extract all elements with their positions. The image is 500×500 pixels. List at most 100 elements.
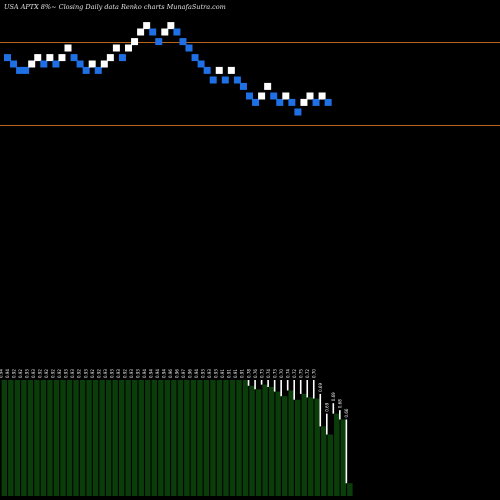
renko-brick-down (270, 92, 278, 100)
renko-brick-down (52, 60, 60, 68)
volume-label: 0.72 (305, 369, 310, 378)
volume-bar (118, 380, 125, 496)
volume-label: 0.91 (227, 369, 232, 378)
volume-label: 0.70 (311, 369, 316, 378)
volume-mark (267, 380, 269, 387)
renko-brick-down (76, 60, 84, 68)
volume-bar (164, 380, 171, 496)
renko-brick-up (88, 60, 96, 68)
volume-bar (229, 380, 236, 496)
volume-bar (288, 390, 294, 496)
volume-label: 0.92 (44, 369, 49, 378)
volume-bar (145, 380, 151, 496)
chart-title: USA APTX 8%~ Closing Daily data Renko ch… (4, 3, 226, 11)
renko-brick-down (82, 66, 90, 74)
volume-label: 0.94 (155, 369, 160, 378)
volume-bar (255, 389, 262, 496)
volume-bar (321, 426, 327, 496)
renko-brick-down (191, 54, 199, 62)
volume-label: 0.93 (31, 369, 36, 378)
reference-lines (0, 42, 500, 126)
volume-bar (184, 380, 190, 496)
volume-label: 0.92 (90, 369, 95, 378)
volume-bar (60, 380, 66, 496)
volume-mark (306, 380, 309, 398)
volume-bar (190, 380, 197, 496)
volume-label: 0.69 (318, 383, 323, 392)
volume-label: 0.94 (194, 369, 199, 378)
volume-label: 0.93 (70, 369, 75, 378)
renko-brick-down (312, 98, 320, 106)
renko-brick-up (125, 44, 132, 52)
renko-brick-down (16, 66, 24, 74)
volume-mark (319, 393, 322, 427)
volume-bar (73, 380, 79, 496)
volume-label: 0.78 (246, 369, 251, 378)
volume-bar (268, 386, 275, 496)
volume-bar (177, 380, 184, 496)
volume-label: 0.94 (162, 369, 167, 378)
renko-brick-down (149, 28, 157, 36)
volume-bar (47, 380, 53, 496)
volume-bar (79, 380, 86, 496)
volume-label: 0.73 (259, 369, 264, 378)
renko-brick-up (28, 60, 36, 68)
renko-brick-up (34, 54, 42, 62)
volume-label: 0.93 (25, 369, 30, 378)
renko-brick-up (167, 22, 175, 30)
volume-label: 0.93 (201, 369, 206, 378)
volume-label: 0.74 (285, 369, 290, 378)
renko-brick-down (179, 38, 187, 46)
volume-label: 0.92 (77, 369, 82, 378)
volume-bar (138, 380, 144, 496)
volume-bar (236, 380, 242, 496)
renko-brick-down (209, 76, 217, 84)
volume-mark (247, 380, 250, 386)
volume-label: 0.92 (57, 369, 62, 378)
renko-brick-up (161, 28, 169, 36)
volume-mark (339, 410, 341, 420)
volume-mark (326, 413, 328, 435)
renko-brick-down (288, 98, 296, 106)
volume-bar (125, 380, 131, 496)
volume-label: 0.91 (233, 369, 238, 378)
volume-label: 0.94 (142, 369, 147, 378)
volume-bar (295, 399, 301, 496)
volume-label: 0.68 (338, 399, 343, 408)
renko-brick-down (203, 66, 211, 74)
volume-bar (86, 380, 92, 496)
volume-label: 0.76 (253, 369, 258, 378)
renko-brick-up (131, 38, 139, 46)
volume-label: 0.93 (207, 369, 212, 378)
volume-label: 0.97 (181, 369, 186, 378)
volume-label: 0.96 (175, 369, 180, 378)
volume-mark (286, 380, 289, 391)
volume-bar (21, 380, 27, 496)
renko-brick-up (264, 82, 272, 90)
volume-label: 0.66 (344, 408, 349, 417)
volume-bar (27, 380, 34, 496)
volume-bar (242, 380, 249, 496)
volume-bar (210, 380, 216, 496)
renko-brick-down (185, 44, 193, 52)
volume-label: 0.93 (64, 369, 69, 378)
renko-brick-up (58, 54, 66, 62)
volume-bar (40, 380, 47, 496)
volume-mark (299, 380, 302, 394)
renko-brick-up (282, 92, 290, 100)
volume-label: 0.69 (331, 392, 336, 401)
volume-bar (8, 380, 14, 496)
volume-label: 0.94 (5, 369, 10, 378)
renko-brick-down (252, 98, 260, 106)
volume-label: 0.74 (266, 369, 271, 378)
volume-bar (314, 398, 320, 496)
volume-bar (216, 380, 223, 496)
volume-bar (347, 483, 353, 496)
renko-brick-up (143, 22, 151, 30)
volume-bar (340, 419, 347, 496)
volume-label: 0.92 (18, 369, 23, 378)
renko-brick-up (106, 54, 114, 62)
volume-label: 0.92 (38, 369, 43, 378)
renko-brick-up (46, 54, 54, 62)
volume-label: 0.93 (109, 369, 114, 378)
